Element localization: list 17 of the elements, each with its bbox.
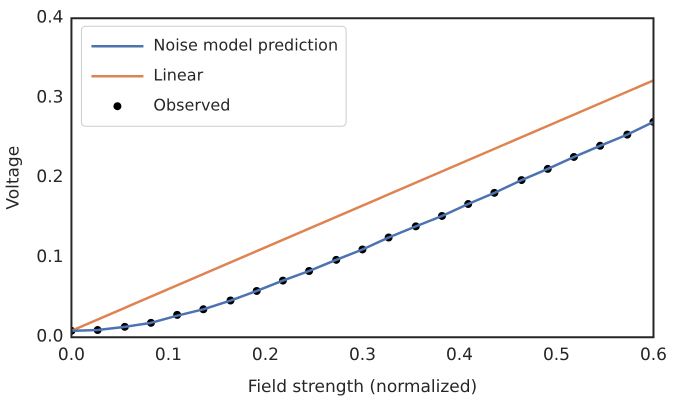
y-tick-label: 0.2 [36,167,64,188]
y-tick-label: 0.4 [36,8,64,28]
x-tick-label: 0.4 [446,344,473,365]
x-tick-label: 0.2 [252,344,279,365]
x-tick-label: 0.1 [154,344,182,365]
y-axis-title: Voltage [4,146,24,210]
legend-label: Observed [153,95,230,114]
x-tick-label: 0.3 [348,344,376,365]
x-tick-label: 0.0 [58,344,85,365]
y-tick-label: 0.0 [36,326,64,347]
y-tick-label: 0.3 [36,87,64,108]
legend-label: Noise model prediction [153,35,338,54]
y-tick-label: 0.1 [36,246,64,267]
x-tick-label: 0.6 [640,344,668,365]
x-tick-label: 0.5 [542,344,570,365]
x-axis-title: Field strength (normalized) [248,377,478,398]
legend-label: Linear [153,65,204,84]
